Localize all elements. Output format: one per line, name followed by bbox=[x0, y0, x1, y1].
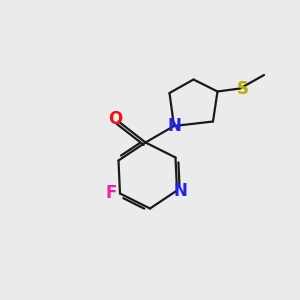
Text: O: O bbox=[108, 110, 122, 128]
Text: S: S bbox=[236, 80, 248, 98]
Text: N: N bbox=[167, 117, 181, 135]
Text: N: N bbox=[174, 182, 188, 200]
Text: F: F bbox=[106, 184, 117, 202]
